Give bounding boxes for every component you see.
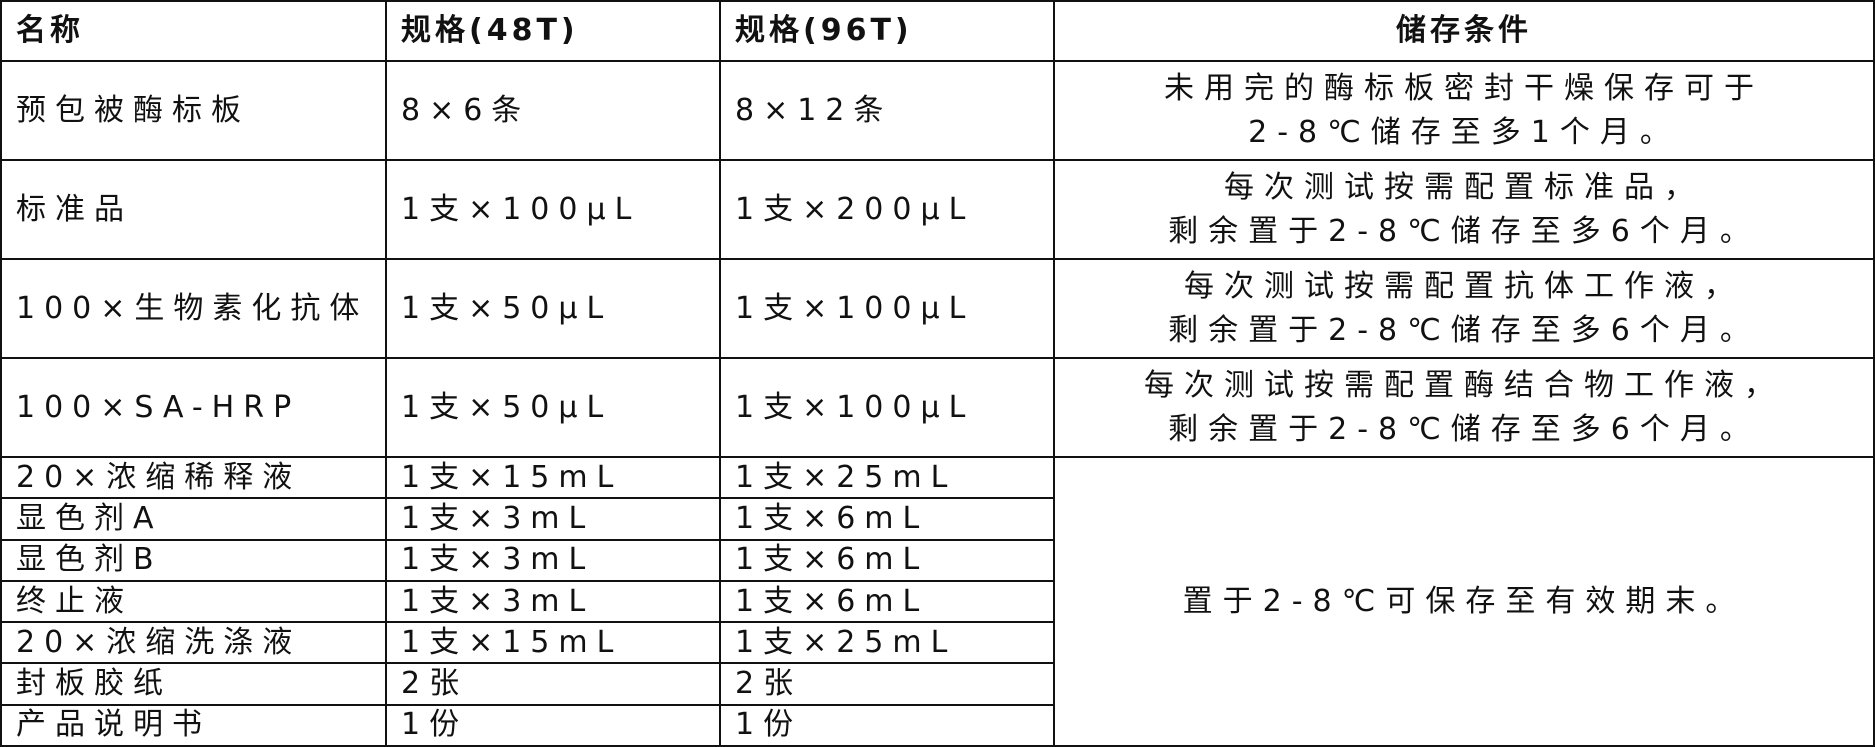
spec-48t: 2张 (385, 662, 721, 706)
storage-line: 每次测试按需配置标准品， (1224, 169, 1704, 205)
spec-48t: 1支×3mL (385, 579, 721, 624)
spec-48t: 8×6条 (385, 59, 721, 162)
table-row: 封板胶纸 2张 2张 (0, 662, 1874, 706)
spec-96t: 1支×100μL (719, 258, 1055, 360)
spec-96t: 1支×6mL (719, 579, 1055, 624)
storage-line: 剩余置于2-8℃储存至多6个月。 (1168, 213, 1760, 249)
spec-96t: 1支×6mL (719, 538, 1055, 582)
reagent-name: 标准品 (0, 159, 387, 261)
storage-condition: 每次测试按需配置标准品， 剩余置于2-8℃储存至多6个月。 (1053, 159, 1875, 261)
reagent-name: 预包被酶标板 (0, 59, 387, 162)
spec-96t: 1支×25mL (719, 456, 1055, 500)
reagent-name: 终止液 (0, 579, 387, 624)
reagent-name: 封板胶纸 (0, 662, 387, 706)
reagent-name: 产品说明书 (0, 703, 387, 747)
storage-condition: 未用完的酶标板密封干燥保存可于 2-8℃储存至多1个月。 (1053, 59, 1875, 162)
table-row: 标准品 1支×100μL 1支×200μL 每次测试按需配置标准品， 剩余置于2-8℃储… (0, 159, 1875, 261)
header-row: 名称 规格(48T) 规格(96T) 储存条件 (0, 0, 1875, 62)
table-row: 20×浓缩洗涤液 1支×15mL 1支×25mL (0, 621, 1874, 665)
storage-condition: 每次测试按需配置酶结合物工作液， 剩余置于2-8℃储存至多6个月。 (1053, 357, 1875, 459)
table-row: 显色剂B 1支×3mL 1支×6mL (0, 538, 1874, 582)
spec-96t: 1支×100μL (719, 357, 1055, 459)
reagent-name: 显色剂A (0, 497, 387, 541)
spec-96t: 1支×200μL (719, 159, 1055, 261)
shared-storage-condition: 置于2-8℃可保存至有效期末。 (1053, 456, 1875, 747)
storage-line: 每次测试按需配置酶结合物工作液， (1144, 367, 1784, 403)
storage-line: 剩余置于2-8℃储存至多6个月。 (1168, 411, 1760, 447)
storage-line: 2-8℃储存至多1个月。 (1248, 114, 1680, 150)
spec-96t: 1支×25mL (719, 621, 1055, 665)
spec-96t: 1份 (719, 703, 1055, 747)
table-row: 产品说明书 1份 1份 (0, 703, 1874, 747)
reagent-name: 20×浓缩洗涤液 (0, 621, 387, 665)
spec-48t: 1支×3mL (385, 538, 721, 582)
storage-line: 每次测试按需配置抗体工作液， (1184, 268, 1744, 304)
reagent-name: 100×生物素化抗体 (0, 258, 387, 360)
table-row: 100×生物素化抗体 1支×50μL 1支×100μL 每次测试按需配置抗体工作液， 剩… (0, 258, 1875, 360)
header-name: 名称 (0, 0, 387, 62)
storage-line: 未用完的酶标板密封干燥保存可于 (1164, 70, 1764, 106)
spec-48t: 1支×15mL (385, 456, 721, 500)
spec-48t: 1支×50μL (385, 258, 721, 360)
table-row: 20×浓缩稀释液 1支×15mL 1支×25mL 置于2-8℃可保存至有效期末。 (0, 456, 1875, 747)
table-row: 预包被酶标板 8×6条 8×12条 未用完的酶标板密封干燥保存可于 2-8℃储存至多1个… (0, 59, 1875, 162)
storage-line: 剩余置于2-8℃储存至多6个月。 (1168, 312, 1760, 348)
header-spec-48t: 规格(48T) (385, 0, 721, 62)
spec-48t: 1份 (385, 703, 721, 747)
reagent-name: 100×SA-HRP (0, 357, 387, 459)
table-row: 终止液 1支×3mL 1支×6mL (0, 579, 1874, 624)
table-row: 100×SA-HRP 1支×50μL 1支×100μL 每次测试按需配置酶结合物工作液… (0, 357, 1875, 459)
header-storage: 储存条件 (1053, 0, 1875, 62)
storage-condition: 每次测试按需配置抗体工作液， 剩余置于2-8℃储存至多6个月。 (1053, 258, 1875, 360)
spec-96t: 1支×6mL (719, 497, 1055, 541)
reagent-name: 20×浓缩稀释液 (0, 456, 387, 500)
table-row: 显色剂A 1支×3mL 1支×6mL (0, 497, 1874, 541)
header-spec-96t: 规格(96T) (719, 0, 1055, 62)
spec-48t: 1支×3mL (385, 497, 721, 541)
reagent-name: 显色剂B (0, 538, 387, 582)
spec-48t: 1支×50μL (385, 357, 721, 459)
spec-48t: 1支×100μL (385, 159, 721, 261)
spec-96t: 8×12条 (719, 59, 1055, 162)
spec-96t: 2张 (719, 662, 1055, 706)
spec-48t: 1支×15mL (385, 621, 721, 665)
